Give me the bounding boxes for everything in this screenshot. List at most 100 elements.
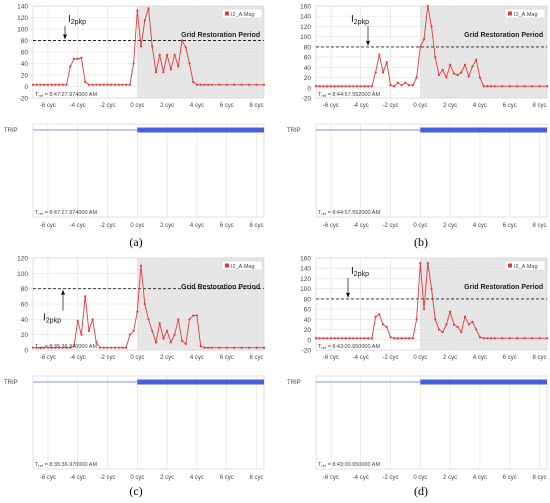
data-point — [493, 85, 496, 88]
y-tick-label: 120 — [17, 15, 28, 22]
x-tick-label: 4 cyc — [473, 355, 487, 361]
data-point — [195, 83, 199, 86]
legend: I2_A.Mag — [221, 8, 263, 19]
data-point — [225, 83, 228, 86]
panel-d: -20 0 20 40 60 80 100 120 140 160 I2_A.Mag Grid Res… — [287, 256, 549, 481]
peak-label: I2pkp — [351, 14, 369, 26]
legend: I2_A.Mag — [221, 260, 263, 271]
data-point — [486, 337, 489, 340]
data-point — [173, 53, 176, 56]
data-point — [151, 329, 154, 332]
data-point — [381, 323, 385, 326]
trip-x-tick-label: 8 cyc — [250, 223, 264, 229]
data-point — [348, 337, 351, 340]
data-point — [523, 337, 526, 340]
data-point — [340, 85, 344, 88]
data-point — [255, 83, 258, 86]
data-point — [411, 337, 414, 340]
plot-frame — [32, 257, 265, 351]
plot-frame — [315, 257, 548, 351]
data-point — [61, 346, 64, 349]
y-tick-label: 100 — [17, 27, 28, 34]
trip-x-tick-label: 0 cyc — [130, 475, 144, 481]
trip-x-tick-label: -2 cyc — [100, 223, 116, 229]
trip-x-tick-label: 2 cyc — [443, 223, 457, 229]
data-point — [400, 337, 403, 340]
data-point — [478, 336, 482, 339]
data-point — [199, 345, 202, 348]
data-point — [39, 83, 42, 86]
x-tick-label: -6 cyc — [40, 103, 56, 109]
data-point — [80, 56, 83, 59]
data-point — [378, 53, 381, 56]
y-tick-label: -20 — [302, 348, 312, 355]
data-point — [46, 83, 50, 86]
data-point — [404, 337, 407, 340]
x-tick-label: -4 cyc — [353, 355, 369, 361]
legend-box — [221, 8, 263, 19]
data-point — [471, 320, 474, 323]
data-point — [355, 337, 359, 340]
data-point — [166, 53, 169, 56]
data-point — [426, 4, 429, 8]
trip-x-tick-label: 2 cyc — [160, 223, 174, 229]
data-point — [188, 62, 191, 65]
legend-box — [221, 260, 263, 271]
data-point — [84, 80, 87, 83]
trip-x-tick-label: 0 cyc — [130, 223, 144, 229]
x-tick-label: 0 cyc — [130, 103, 144, 109]
data-point — [415, 76, 418, 79]
data-point — [478, 76, 482, 79]
data-point — [367, 85, 370, 88]
data-point — [430, 25, 433, 28]
panel-caption-a: (a) — [129, 235, 143, 249]
trip-x-tick-label: 4 cyc — [473, 223, 487, 229]
data-point — [43, 83, 46, 86]
data-point — [441, 331, 444, 334]
data-point — [65, 83, 68, 86]
data-point — [340, 337, 344, 340]
data-point — [102, 83, 105, 86]
data-point — [192, 314, 195, 317]
data-point — [370, 337, 373, 340]
data-point — [147, 7, 150, 10]
trip-x-tick-label: 2 cyc — [160, 475, 174, 481]
panel-c: 0 20 40 60 80 100 120 I2_A.Mag Grid Restoration … — [4, 256, 266, 481]
shaded-period-label: Grid Restoration Period — [181, 284, 260, 291]
shaded-period-label: Grid Restoration Period — [181, 32, 260, 39]
data-point — [43, 346, 46, 349]
trip-x-tick-label: -6 cyc — [40, 223, 56, 229]
data-point — [434, 56, 437, 59]
tref-label: Tref = 8:47:27.974000 AM — [35, 92, 97, 98]
data-point — [370, 85, 373, 88]
data-point — [240, 346, 243, 349]
trip-frame — [315, 375, 548, 470]
data-point — [262, 346, 266, 349]
x-tick-label: 6 cyc — [503, 103, 517, 109]
data-point — [262, 83, 266, 86]
panel-caption-d: (d) — [414, 484, 428, 498]
data-point — [490, 85, 493, 88]
data-point — [169, 68, 172, 71]
panel-a: -20 0 20 40 60 80 100 120 140 I2_A.Mag Grid Restor… — [4, 4, 266, 229]
x-tick-label: -4 cyc — [70, 103, 86, 109]
data-point — [314, 337, 318, 340]
x-tick-label: -4 cyc — [353, 103, 369, 109]
data-point — [434, 318, 437, 321]
tref-label-bottom: Tref = 8:43:00.650000 AM — [318, 462, 380, 468]
data-point — [359, 85, 362, 88]
data-point — [344, 85, 347, 88]
x-tick-label: 6 cyc — [503, 355, 517, 361]
data-point — [240, 83, 243, 86]
y-tick-label: 60 — [304, 55, 312, 62]
data-point — [162, 71, 165, 74]
data-point — [132, 329, 135, 332]
data-point — [456, 325, 459, 329]
data-point — [65, 346, 68, 349]
trip-x-tick-label: -2 cyc — [383, 475, 399, 481]
y-tick-label: 0 — [307, 337, 311, 344]
data-point — [72, 345, 76, 348]
data-point — [363, 85, 366, 88]
data-point — [333, 337, 336, 340]
